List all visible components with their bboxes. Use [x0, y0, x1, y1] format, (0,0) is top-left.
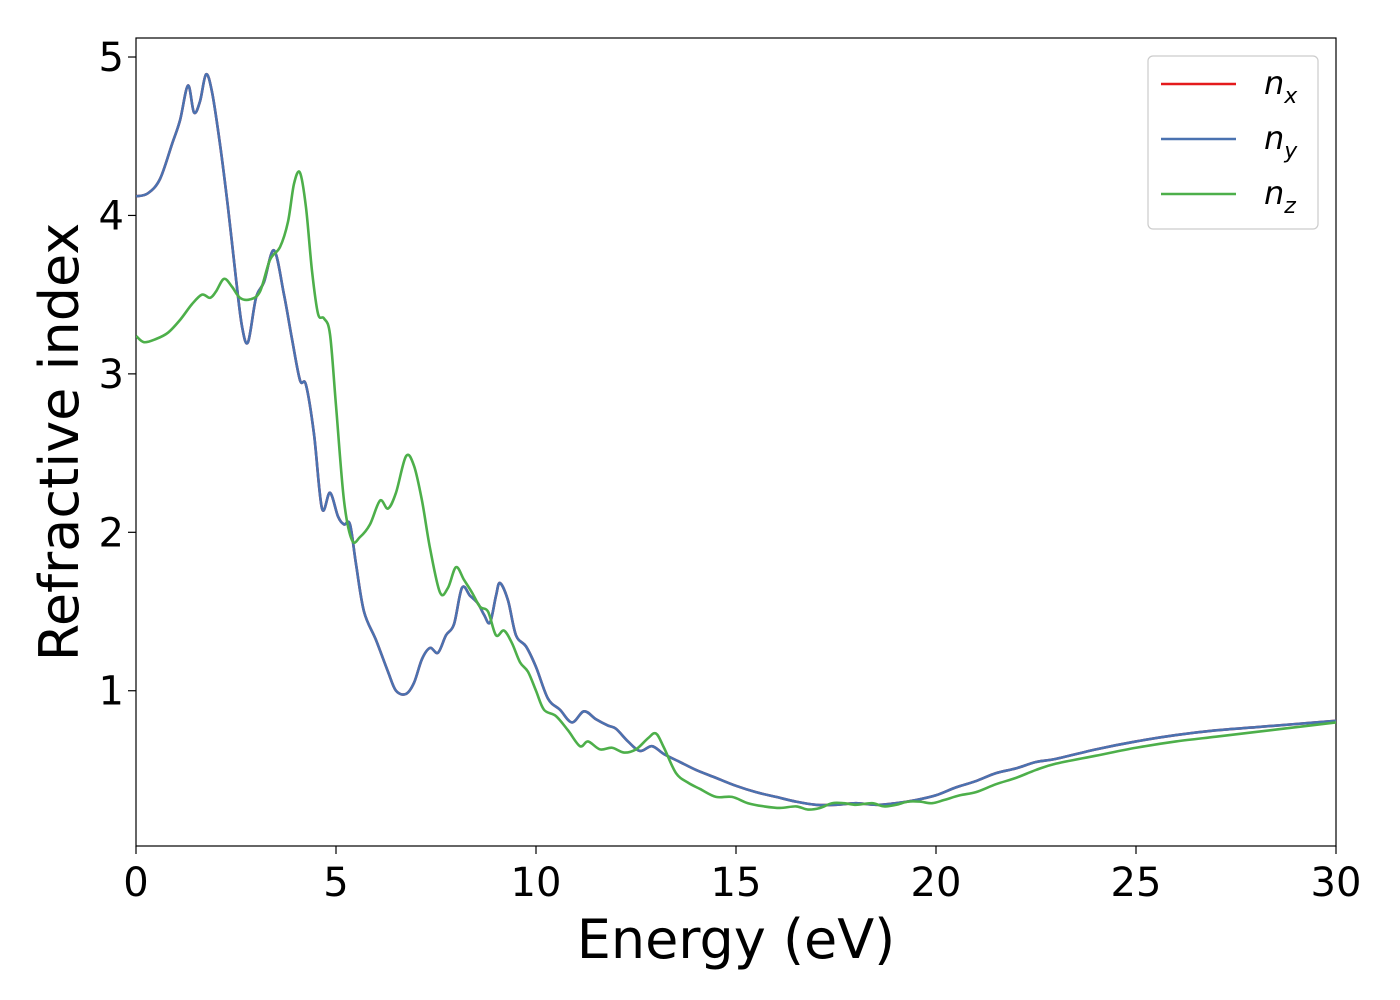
y-tick-label: 1	[99, 669, 124, 715]
x-tick-label: 20	[911, 860, 962, 906]
y-tick-label: 4	[99, 193, 124, 239]
y-axis-label: Refractive index	[28, 223, 91, 662]
y-tick-label: 2	[99, 510, 124, 556]
x-tick-label: 5	[323, 860, 348, 906]
y-axis-ticks: 1 2 3 4 5	[99, 35, 136, 715]
legend-label-n-y: ny	[1264, 119, 1298, 164]
x-tick-label: 25	[1111, 860, 1162, 906]
legend: nx ny nz	[1147, 55, 1319, 230]
series-line-n-z	[136, 170, 1336, 811]
x-tick-label: 0	[123, 860, 148, 906]
x-tick-label: 10	[511, 860, 562, 906]
x-tick-label: 30	[1311, 860, 1362, 906]
legend-label-n-x: nx	[1264, 64, 1298, 109]
y-tick-label: 3	[99, 352, 124, 398]
y-tick-label: 5	[99, 35, 124, 81]
legend-box	[1147, 55, 1319, 230]
x-axis-ticks: 0 5 10 15 20 25 30	[123, 846, 1361, 906]
series-group	[136, 72, 1336, 811]
legend-label-n-z: nz	[1264, 174, 1296, 219]
x-tick-label: 15	[711, 860, 762, 906]
x-axis-label: Energy (eV)	[577, 908, 896, 971]
